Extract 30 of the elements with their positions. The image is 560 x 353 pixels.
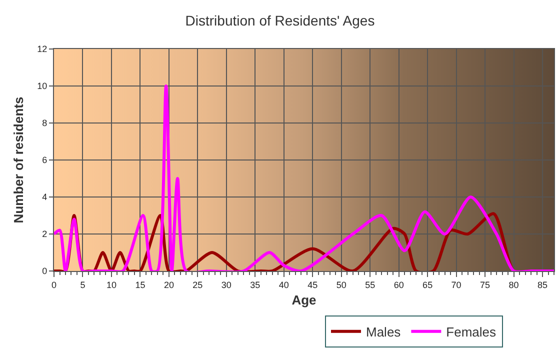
legend-label: Males: [366, 324, 402, 340]
x-tick-label: 10: [106, 280, 116, 290]
y-tick-label: 8: [42, 118, 48, 128]
x-tick-label: 85: [538, 280, 548, 290]
x-tick-label: 15: [135, 280, 146, 290]
x-tick-label: 5: [80, 280, 86, 290]
x-tick-label: 25: [192, 280, 203, 290]
x-tick-label: 30: [221, 280, 232, 290]
x-tick-label: 60: [394, 280, 404, 290]
x-tick-label: 75: [480, 280, 490, 290]
y-tick-label: 0: [42, 266, 48, 276]
x-tick-label: 45: [308, 280, 318, 290]
x-tick-label: 0: [51, 280, 57, 290]
x-tick-label: 35: [250, 280, 260, 290]
x-tick-label: 70: [451, 280, 462, 290]
x-tick-label: 80: [508, 280, 519, 290]
x-tick-label: 55: [365, 280, 376, 290]
chart-title: Distribution of Residents' Ages: [185, 12, 375, 29]
y-tick-label: 12: [37, 44, 48, 54]
y-tick-label: 2: [42, 229, 48, 240]
x-tick-label: 65: [422, 280, 433, 290]
y-tick-label: 4: [42, 192, 48, 202]
y-tick-label: 10: [37, 81, 48, 92]
y-tick-label: 6: [42, 155, 48, 166]
x-tick-label: 20: [164, 280, 174, 290]
legend-label: Females: [446, 324, 497, 340]
x-tick-label: 50: [336, 280, 346, 290]
x-tick-label: 40: [278, 280, 289, 290]
y-axis-title: Number of residents: [11, 96, 26, 224]
x-axis-title: Age: [292, 292, 316, 308]
